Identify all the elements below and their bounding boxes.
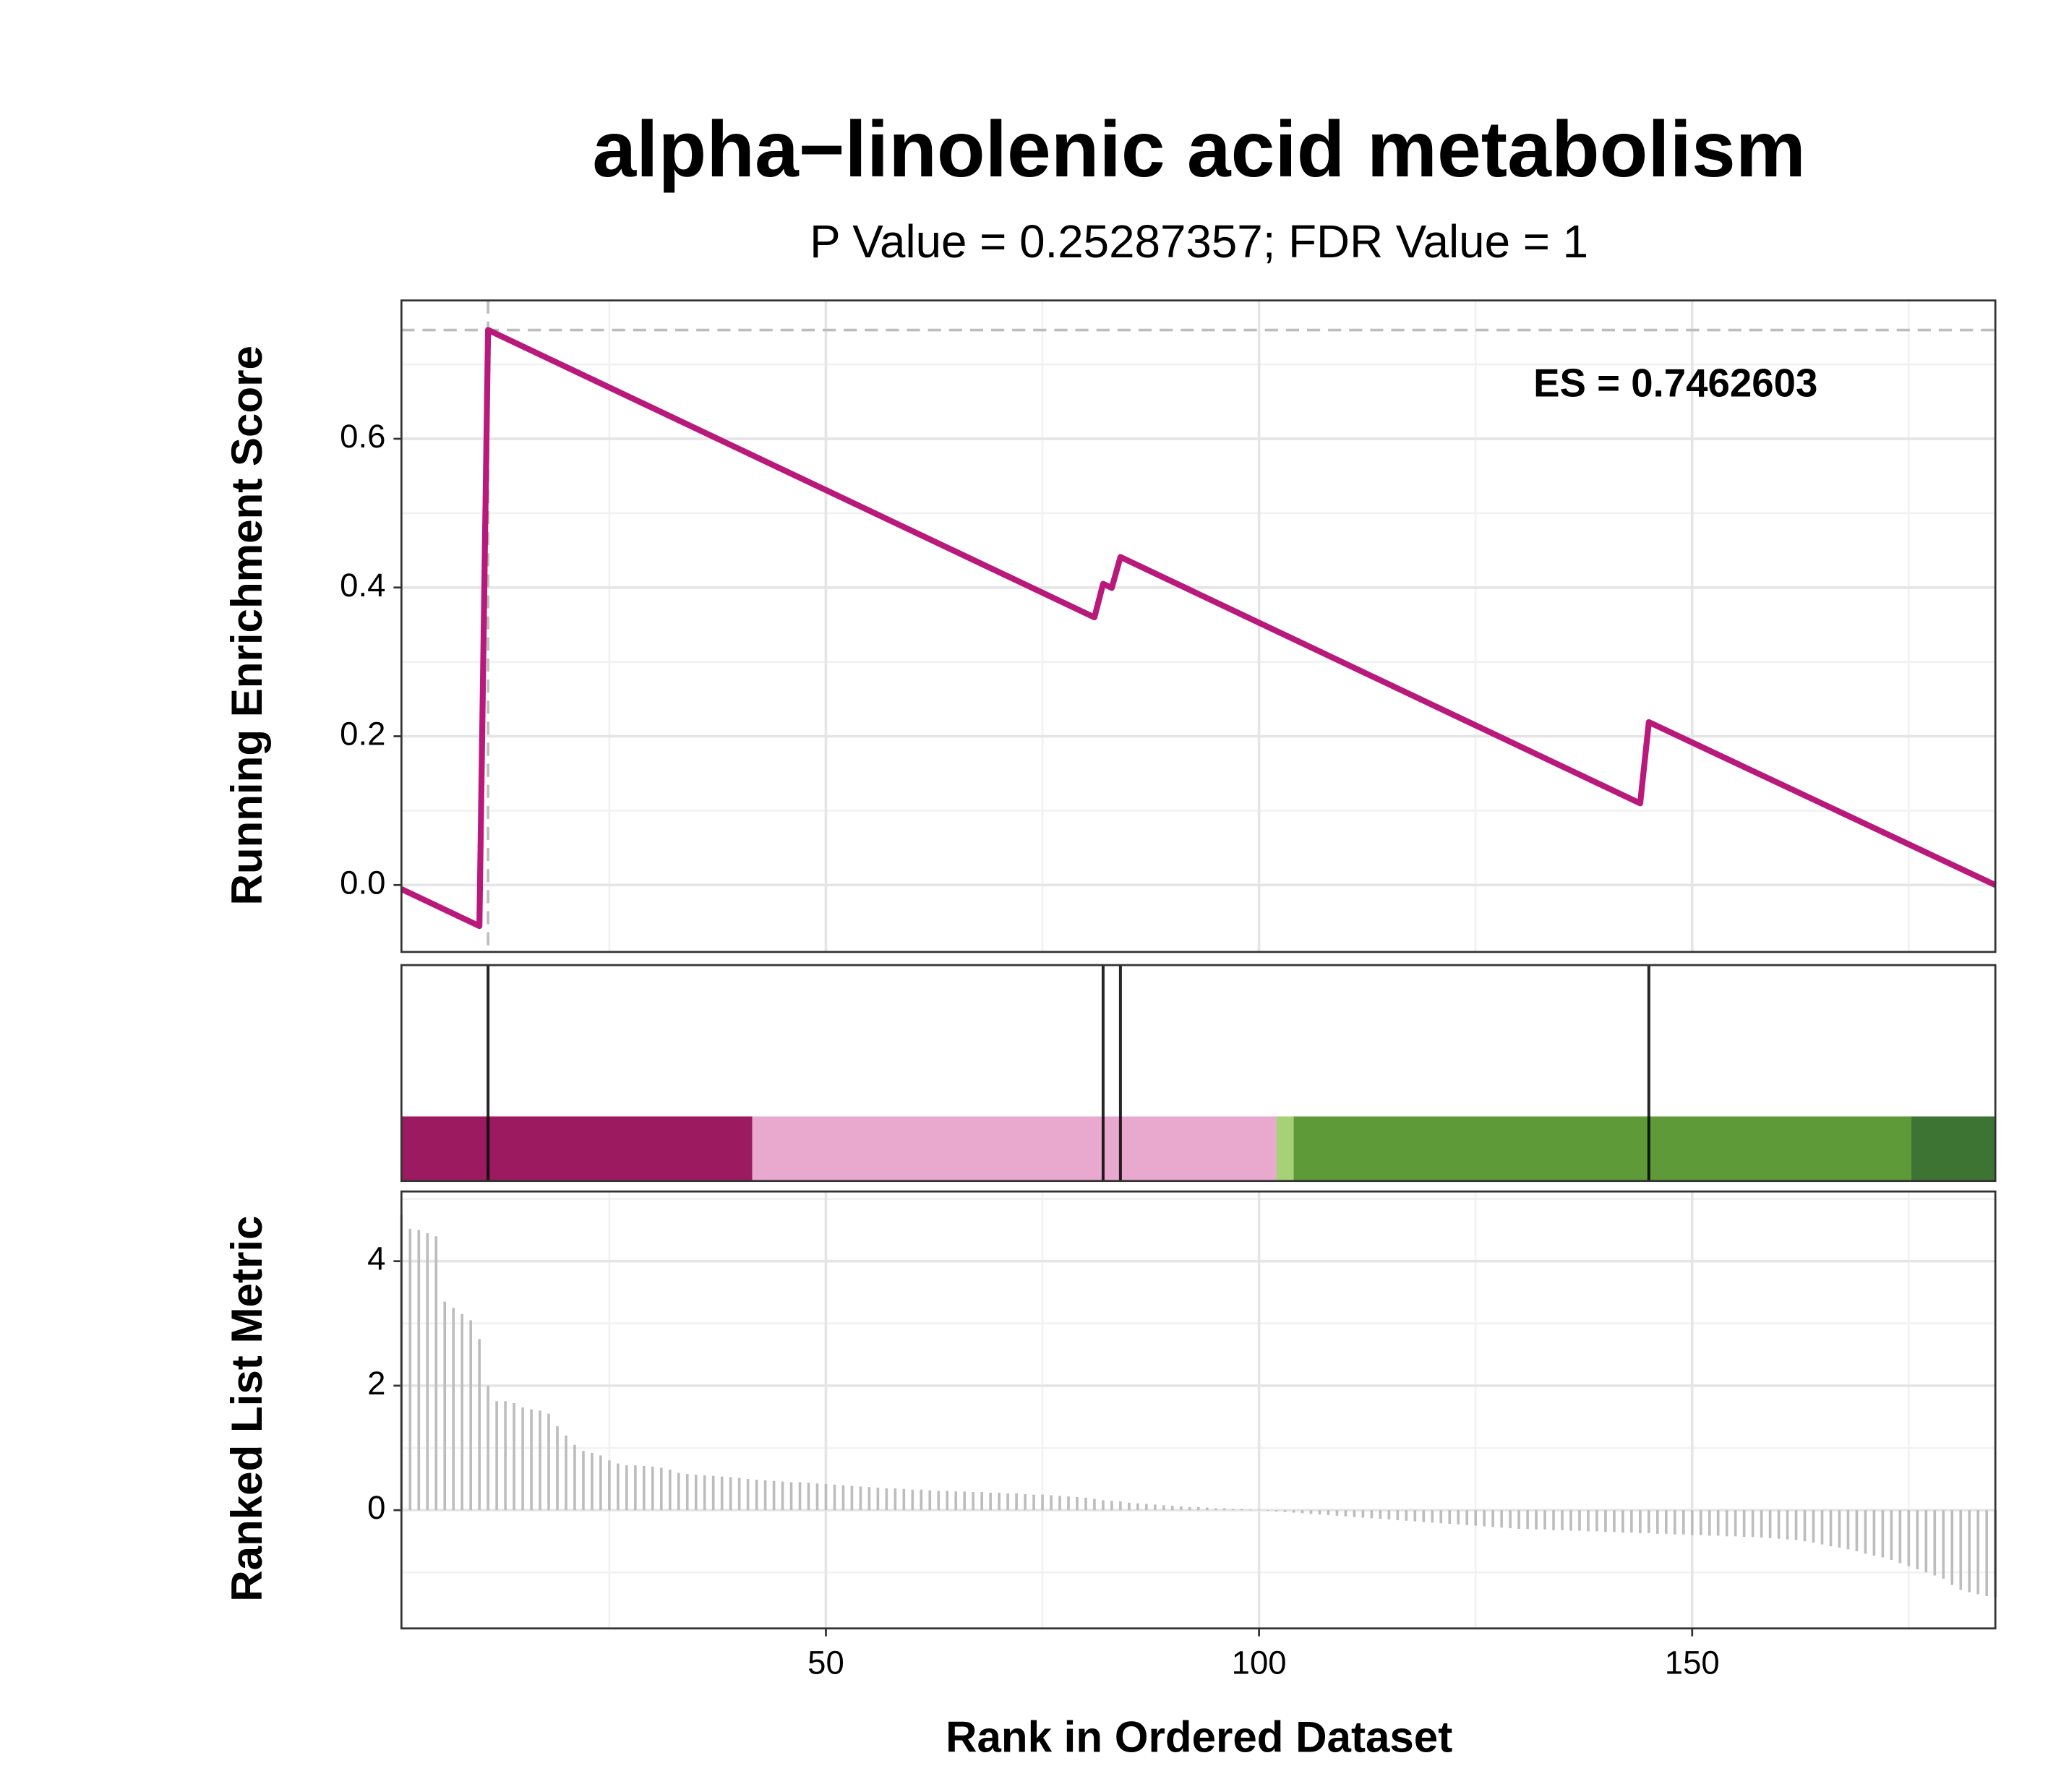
x-tick-label: 50: [807, 1645, 844, 1681]
y-axis-title: Ranked List Metric: [223, 1216, 271, 1602]
y-tick-label: 4: [367, 1240, 385, 1277]
rank-band: [752, 1116, 1277, 1181]
panel-border: [400, 1190, 1997, 1630]
y-axis-title: Running Enrichment Score: [223, 346, 271, 905]
y-tick-label: 0.6: [340, 418, 385, 455]
x-tick-label: 100: [1232, 1645, 1287, 1681]
rank-band: [401, 1116, 753, 1181]
rank-band: [1276, 1116, 1294, 1181]
es-label: ES = 0.7462603: [1533, 361, 1817, 405]
panel-border: [400, 299, 1997, 953]
panel-border: [400, 964, 1997, 1183]
rank-band: [1293, 1116, 1911, 1181]
chart-title: alpha−linolenic acid metabolism: [592, 106, 1805, 194]
chart-subtitle: P Value = 0.25287357; FDR Value = 1: [810, 215, 1588, 267]
x-tick-label: 150: [1665, 1645, 1720, 1681]
es-curve: [400, 327, 1997, 930]
y-tick-label: 0: [367, 1489, 385, 1526]
y-tick-label: 0.0: [340, 864, 385, 901]
rank-band: [1911, 1116, 1996, 1181]
y-tick-label: 0.2: [340, 716, 385, 753]
y-tick-label: 0.4: [340, 567, 385, 604]
y-tick-label: 2: [367, 1365, 385, 1402]
x-axis-title: Rank in Ordered Dataset: [946, 1712, 1452, 1761]
